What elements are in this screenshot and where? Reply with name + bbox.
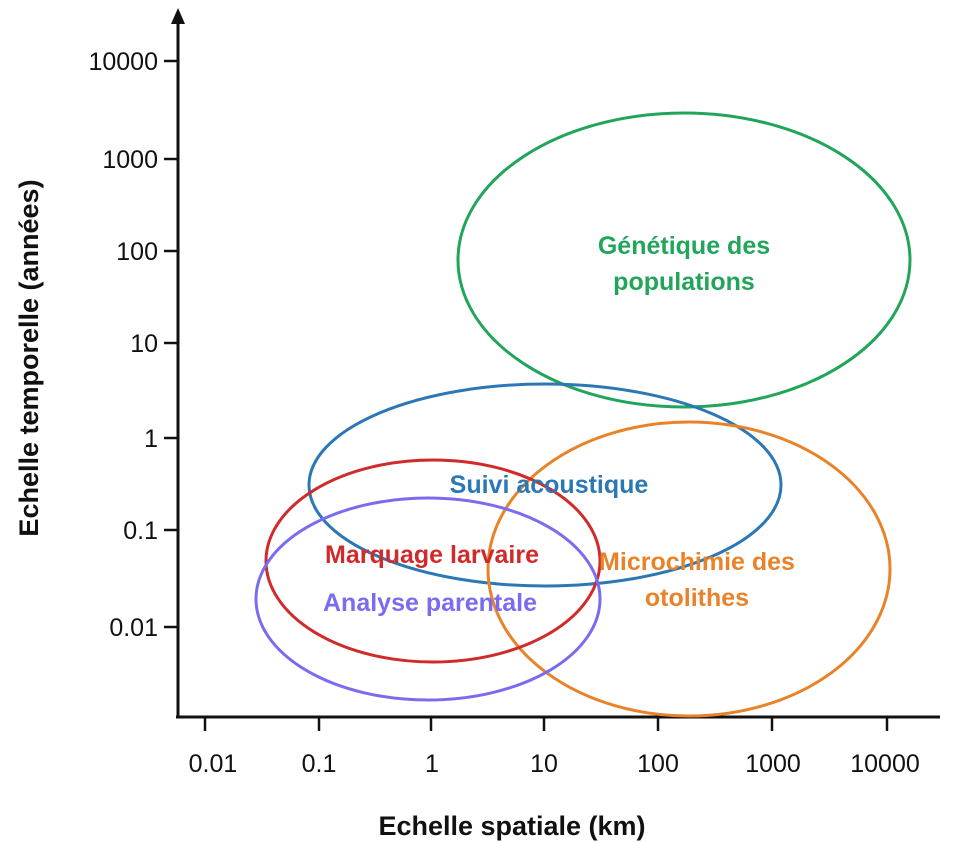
y-tick-label: 1 (144, 425, 158, 453)
method-labels: Génétique des populations Suivi acoustiq… (323, 232, 795, 617)
x-tick-label: 10000 (850, 750, 920, 778)
x-tick-label: 100 (637, 750, 679, 778)
y-tick-label: 100 (116, 238, 158, 266)
x-tick-label: 1 (425, 750, 439, 778)
y-ticks (164, 59, 178, 629)
y-axis-title: Echelle temporelle (années) (14, 179, 44, 536)
ellipse-marquage-larvaire (264, 458, 602, 664)
label-genetique-line1: Génétique des (598, 232, 770, 260)
label-suivi-acoustique: Suivi acoustique (450, 471, 649, 499)
x-tick-label: 1000 (745, 750, 801, 778)
y-tick-label: 10 (130, 330, 158, 358)
ellipse-suivi-acoustique (307, 382, 783, 588)
label-microchimie-line2: otolithes (645, 584, 749, 612)
y-tick-label: 0.1 (123, 517, 158, 545)
x-tick-label: 0.1 (302, 750, 337, 778)
y-axis-arrowhead (171, 8, 185, 24)
x-tick-label: 0.01 (189, 750, 238, 778)
label-genetique-line2: populations (613, 268, 755, 296)
y-tick-label: 1000 (102, 146, 158, 174)
y-tick-label: 10000 (88, 48, 158, 76)
label-analyse-parentale: Analyse parentale (323, 589, 537, 617)
label-microchimie-line1: Microchimie des (599, 548, 795, 576)
axes (171, 8, 940, 719)
method-ellipses (254, 111, 912, 718)
ellipse-genetique-populations (456, 111, 912, 409)
y-tick-labels: 0.01 0.1 1 10 100 1000 10000 (88, 48, 158, 642)
x-tick-label: 10 (530, 750, 558, 778)
label-marquage-larvaire: Marquage larvaire (325, 541, 539, 569)
ellipse-microchimie-otolithes (486, 420, 892, 718)
x-axis-title: Echelle spatiale (km) (378, 811, 645, 841)
x-ticks (203, 717, 889, 731)
ellipse-analyse-parentale (254, 496, 602, 702)
x-tick-labels: 0.01 0.1 1 10 100 1000 10000 (189, 750, 920, 778)
y-tick-label: 0.01 (109, 614, 158, 642)
